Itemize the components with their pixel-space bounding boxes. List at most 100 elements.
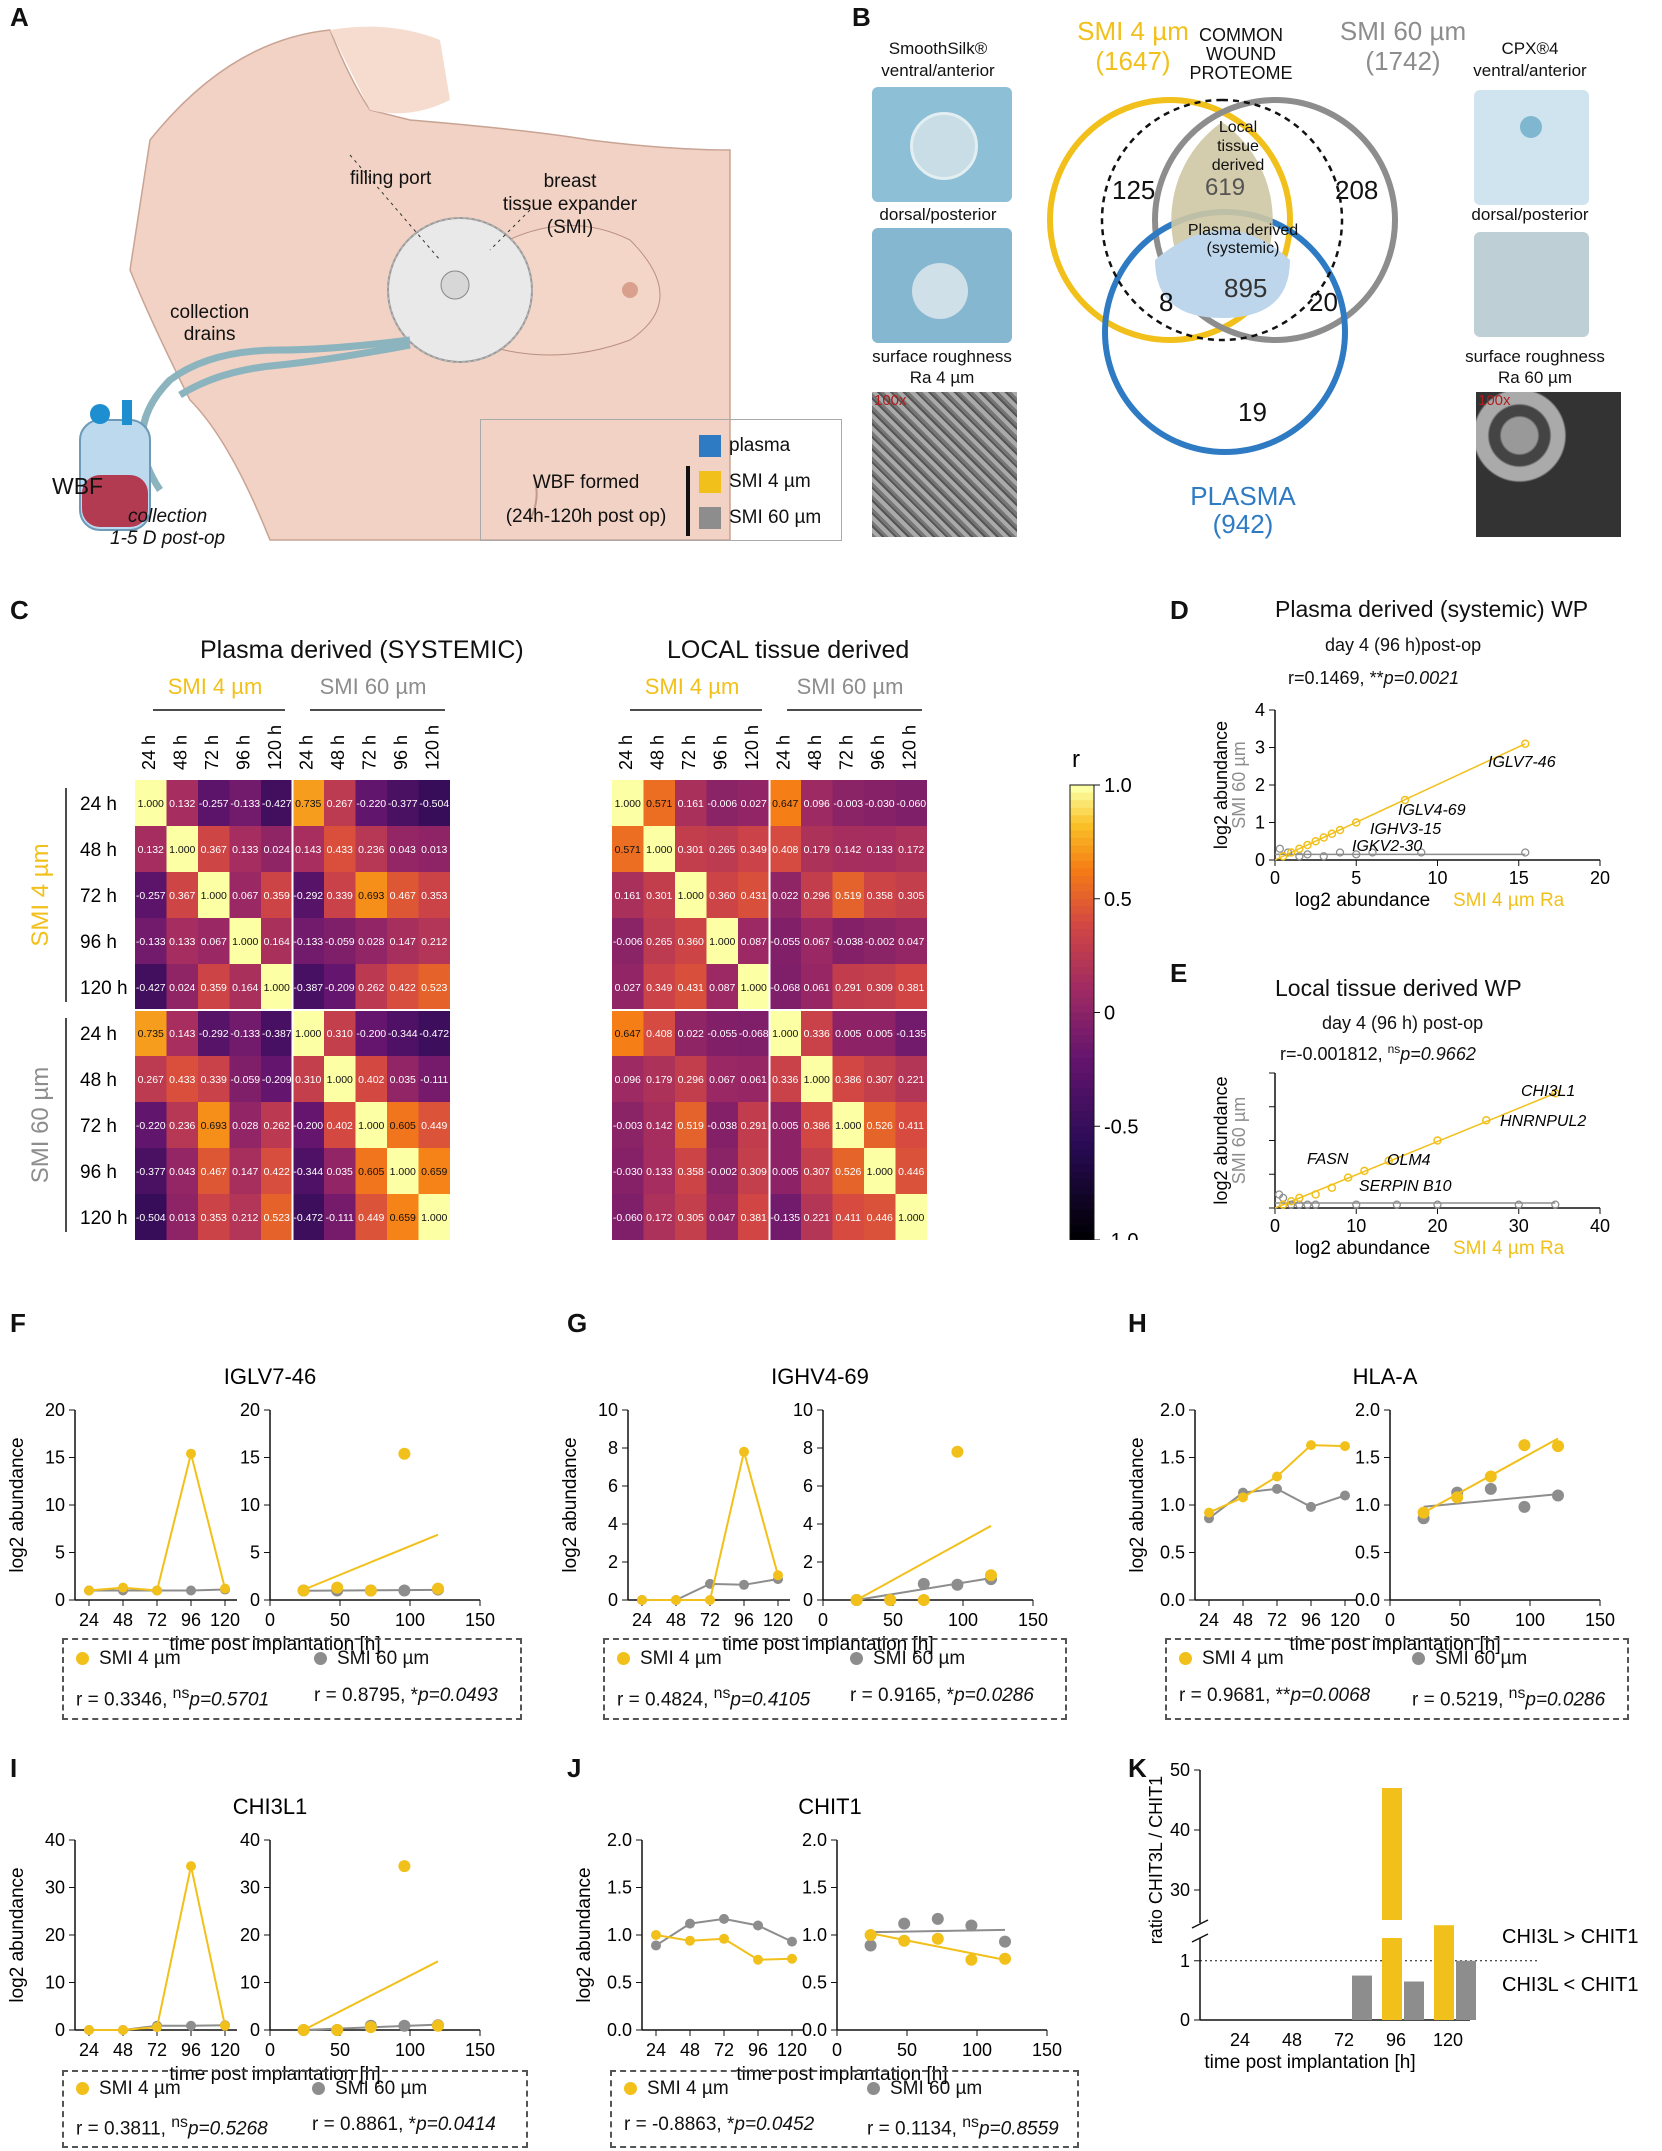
systemic-cell <box>418 826 450 872</box>
systemic-cell-value: 0.067 <box>201 936 227 948</box>
legend-g-smi60: SMI 60 µm <box>850 1648 965 1670</box>
local-cell-value: 0.446 <box>898 1166 924 1178</box>
systemic-cell <box>198 1056 230 1102</box>
systemic-cell <box>229 1148 261 1194</box>
systemic-cell <box>166 826 198 872</box>
local-cell-value: 1.000 <box>835 1120 861 1132</box>
k-y-tick-label: 0 <box>1180 2010 1190 2030</box>
k-y-tick-label: 1 <box>1180 1951 1190 1971</box>
systemic-cell-value: 0.310 <box>327 1028 353 1040</box>
systemic-cell <box>166 918 198 964</box>
systemic-col-label: 96 h <box>391 735 411 770</box>
colorbar-segment <box>1070 876 1094 885</box>
scatter-e-stats: r=-0.001812, nsp=0.9662 <box>1280 1042 1476 1065</box>
systemic-cell-value: 0.143 <box>295 844 321 856</box>
systemic-cell <box>198 1102 230 1148</box>
systemic-cell-value: 0.402 <box>327 1120 353 1132</box>
local-cell <box>612 826 644 872</box>
venn-smi60-count: (1742) <box>1365 46 1441 76</box>
g-r60: r = 0.9165, <box>850 1685 947 1706</box>
series-point-right <box>999 1935 1011 1948</box>
series-point-left <box>118 1582 128 1593</box>
x-tick-label: 100 <box>962 2040 992 2060</box>
legend-h-smi4-label: SMI 4 µm <box>1202 1648 1284 1669</box>
local-cell-value: 0.067 <box>709 1074 735 1086</box>
local-cell-value: 0.087 <box>741 936 767 948</box>
colorbar-tick-label: -0.5 <box>1104 1116 1138 1138</box>
local-cell <box>801 1102 833 1148</box>
systemic-cell <box>387 1102 419 1148</box>
y-axis-title-2: SMI 60 µm <box>1229 1097 1249 1184</box>
point-smi60 <box>1295 1200 1304 1209</box>
gene-annotation: IGKV2-30 <box>1352 838 1422 855</box>
k-lt-label: CHI3L < CHIT1 <box>1502 1974 1639 1996</box>
systemic-cell <box>135 918 167 964</box>
series-point-right <box>1552 1489 1564 1502</box>
local-cell <box>706 780 738 826</box>
series-point-right <box>331 1581 344 1594</box>
local-cell <box>643 872 675 918</box>
local-cell-value: 0.526 <box>835 1166 861 1178</box>
systemic-cell-value: -0.059 <box>325 936 355 948</box>
systemic-cell-value: 1.000 <box>169 844 195 856</box>
systemic-cell-value: 0.267 <box>138 1074 164 1086</box>
systemic-cell-value: 1.000 <box>390 1166 416 1178</box>
x-tick-label: 0 <box>265 2040 275 2060</box>
series-point-right <box>1484 1470 1497 1483</box>
colorbar-segment <box>1070 883 1094 892</box>
series-point-right <box>1518 1439 1531 1452</box>
series-point-left <box>220 2020 230 2031</box>
systemic-cell <box>418 964 450 1010</box>
local-cell-value: -0.055 <box>707 1028 737 1040</box>
local-cell <box>706 1010 738 1056</box>
local-cell-value: -0.060 <box>613 1212 643 1224</box>
scatter-d-chart: 0 5 10 15 20 0 1 2 3 4 IGLV7-46 IGLV4-69 IGHV3-15IGK… <box>1211 700 1610 911</box>
colorbar-segment <box>1070 1232 1094 1240</box>
systemic-cell-value: -0.427 <box>136 982 166 994</box>
local-cell-value: 0.005 <box>772 1166 798 1178</box>
smoothsilk-ventral: ventral/anterior <box>881 61 995 80</box>
y-tick-label: 1.0 <box>1355 1495 1380 1515</box>
local-cell <box>801 964 833 1010</box>
point-smi4 <box>1295 1193 1304 1203</box>
systemic-cell-value: -0.292 <box>293 890 323 902</box>
systemic-cell <box>418 1102 450 1148</box>
y-tick-label: 0 <box>608 1590 618 1610</box>
venn-smi60-label: SMI 60 µm (1742) <box>1318 16 1488 76</box>
local-cell <box>706 1056 738 1102</box>
systemic-cell-value: 1.000 <box>201 890 227 902</box>
local-cell <box>864 780 896 826</box>
venn-core-region <box>1155 230 1290 318</box>
systemic-cell-value: 0.605 <box>390 1120 416 1132</box>
systemic-cell-value: 0.433 <box>327 844 353 856</box>
gene-annotation: IGLV4-69 <box>1398 802 1466 819</box>
y-tick-label: 4 <box>608 1514 618 1534</box>
panel-label-a: A <box>10 2 29 32</box>
local-cell-value: -0.060 <box>896 798 926 810</box>
series-point-right <box>297 1584 310 1597</box>
colorbar-segment <box>1070 1050 1094 1059</box>
k-bar-smi4-lower <box>1382 1938 1402 2020</box>
local-cell-value: -0.068 <box>770 982 800 994</box>
x-tick-label: 50 <box>883 1610 903 1630</box>
systemic-cell-value: 0.212 <box>232 1212 258 1224</box>
systemic-cell-value: -0.111 <box>326 1212 354 1224</box>
local-cell-value: 0.047 <box>709 1212 735 1224</box>
systemic-cell <box>292 1194 324 1240</box>
systemic-cell <box>166 964 198 1010</box>
systemic-cell <box>166 1102 198 1148</box>
y-tick-label: 2.0 <box>1160 1400 1185 1420</box>
colorbar-segment <box>1070 1217 1094 1226</box>
colorbar-segment <box>1070 1224 1094 1234</box>
local-cell <box>738 872 770 918</box>
panel-label-b: B <box>852 2 871 32</box>
systemic-cell <box>229 780 261 826</box>
systemic-cell-value: 0.236 <box>358 844 384 856</box>
systemic-cell-value: -0.133 <box>230 798 260 810</box>
y-tick-label: 4 <box>803 1514 813 1534</box>
series-point-left <box>1272 1483 1282 1494</box>
local-cell <box>706 1194 738 1240</box>
local-cell <box>895 826 927 872</box>
smoothsilk-dorsal: dorsal/posterior <box>879 205 997 224</box>
systemic-cell-value: -0.377 <box>388 798 418 810</box>
